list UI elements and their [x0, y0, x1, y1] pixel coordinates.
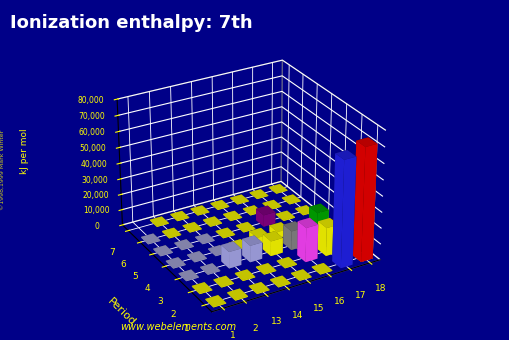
Text: Ionization enthalpy: 7th: Ionization enthalpy: 7th — [10, 14, 252, 32]
Y-axis label: Period: Period — [105, 296, 137, 327]
Text: www.webelements.com: www.webelements.com — [120, 322, 236, 332]
Text: ©1998,1999 Mark Winter: ©1998,1999 Mark Winter — [0, 130, 5, 210]
